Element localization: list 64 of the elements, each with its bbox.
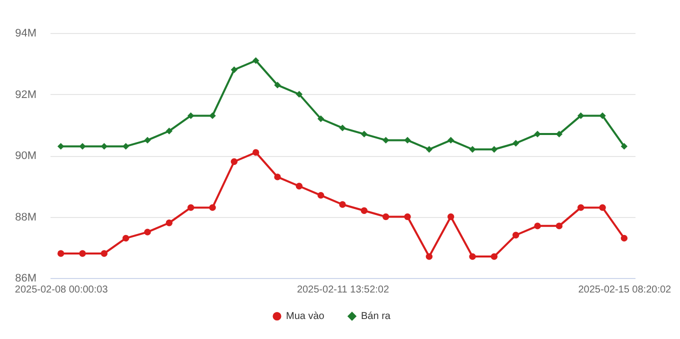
point: [469, 146, 476, 153]
point: [360, 207, 368, 214]
point: [534, 130, 541, 138]
point: [382, 136, 390, 144]
point: [404, 136, 411, 144]
point: [230, 66, 238, 74]
point: [100, 142, 108, 150]
point: [79, 250, 86, 257]
point: [209, 112, 216, 120]
point: [447, 213, 454, 220]
y-tick-label: 88M: [15, 211, 36, 224]
point: [404, 213, 411, 220]
point: [187, 204, 194, 211]
legend-label: Bán ra: [361, 311, 391, 322]
point: [122, 234, 130, 242]
point: [534, 222, 541, 230]
point: [187, 112, 194, 120]
point: [144, 228, 151, 236]
x-tick-label: 2025-02-08 00:00:03: [14, 284, 108, 296]
y-tick-label: 94M: [15, 28, 36, 40]
point: [490, 253, 498, 260]
point: [274, 174, 281, 180]
point: [599, 112, 606, 120]
point: [209, 204, 216, 211]
point: [317, 115, 324, 122]
point: [556, 222, 563, 230]
point: [144, 136, 151, 144]
point: [166, 128, 173, 134]
point: [274, 82, 281, 88]
point: [252, 57, 260, 64]
point: [57, 142, 64, 150]
x-tick-label: 2025-02-15 08:20:02: [578, 284, 672, 296]
point: [556, 130, 563, 138]
y-tick-label: 92M: [15, 88, 36, 101]
y-tick-label: 90M: [15, 150, 36, 162]
x-tick-label: 2025-02-11 13:52:02: [296, 284, 390, 296]
legend-label: Mua vào: [286, 311, 325, 322]
point: [490, 146, 498, 153]
point: [512, 140, 520, 147]
point: [122, 142, 130, 150]
point: [296, 90, 303, 98]
point: [620, 142, 628, 150]
point: [252, 149, 260, 156]
point: [577, 112, 584, 120]
point: [382, 213, 390, 220]
point: [577, 204, 584, 211]
point: [426, 146, 433, 153]
point: [447, 136, 454, 144]
point: [426, 253, 433, 260]
point: [512, 232, 520, 238]
point: [57, 250, 64, 257]
point: [339, 201, 346, 208]
point: [166, 220, 173, 226]
y-tick-label: 86M: [15, 272, 36, 284]
point: [317, 192, 324, 199]
point: [620, 234, 628, 242]
point: [339, 124, 346, 132]
point: [599, 204, 606, 211]
point: [469, 253, 476, 260]
point: [360, 130, 368, 138]
point: [100, 250, 108, 257]
point: [296, 182, 303, 190]
point: [79, 142, 86, 150]
point: [230, 158, 238, 165]
